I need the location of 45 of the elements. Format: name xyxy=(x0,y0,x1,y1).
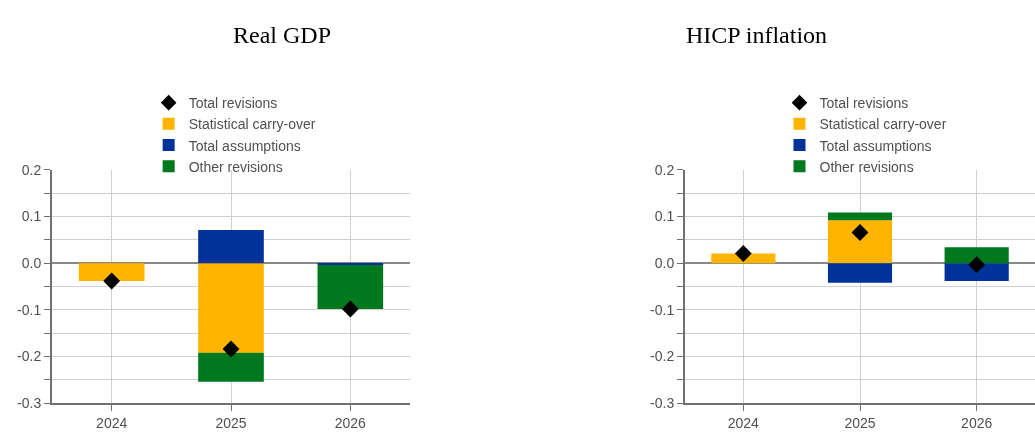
y-tick-label: 0.2 xyxy=(654,161,675,178)
y-tick-label: -0.2 xyxy=(650,348,675,365)
y-tick-label: -0.3 xyxy=(650,395,675,412)
point xyxy=(851,223,869,241)
bar xyxy=(198,263,264,353)
point xyxy=(103,272,121,290)
x-tick-label: 2024 xyxy=(727,414,760,431)
legend-label: Total revisions xyxy=(188,95,278,112)
y-tick-label: -0.2 xyxy=(17,348,42,365)
x-tick-label: 2025 xyxy=(844,414,876,431)
legend-label: Other revisions xyxy=(188,158,283,175)
bar xyxy=(317,265,384,309)
chart-title: Real GDP xyxy=(233,22,331,48)
bar xyxy=(827,263,893,283)
bar xyxy=(78,263,145,281)
point xyxy=(341,300,359,318)
bar xyxy=(944,263,1009,281)
point xyxy=(222,340,240,358)
legend-label: Other revisions xyxy=(819,158,914,175)
bar xyxy=(317,262,384,266)
x-tick-label: 2024 xyxy=(96,414,128,431)
y-tick-label: 0.2 xyxy=(21,161,42,178)
bar xyxy=(827,220,893,264)
y-tick-label: -0.3 xyxy=(17,395,42,412)
chart-title: HICP inflation xyxy=(686,22,828,48)
legend-label: Total assumptions xyxy=(819,137,932,154)
y-tick-label: 0.0 xyxy=(21,255,42,272)
legend-label: Total assumptions xyxy=(188,137,301,154)
y-tick-label: -0.1 xyxy=(650,301,675,318)
x-tick-label: 2026 xyxy=(961,414,993,431)
bar xyxy=(198,352,264,382)
x-tick-label: 2025 xyxy=(215,414,247,431)
y-tick-label: 0.1 xyxy=(21,208,42,225)
bar xyxy=(827,212,893,221)
point xyxy=(734,244,752,262)
bar xyxy=(944,247,1009,264)
x-tick-label: 2026 xyxy=(334,414,367,431)
y-tick-label: 0.1 xyxy=(654,208,675,225)
legend-label: Statistical carry-over xyxy=(188,116,316,133)
y-tick-label: -0.1 xyxy=(17,301,42,318)
y-tick-label: 0.0 xyxy=(654,255,675,272)
legend-label: Statistical carry-over xyxy=(819,116,947,133)
point xyxy=(968,256,986,274)
legend-label: Total revisions xyxy=(819,95,909,112)
bar xyxy=(198,230,264,264)
